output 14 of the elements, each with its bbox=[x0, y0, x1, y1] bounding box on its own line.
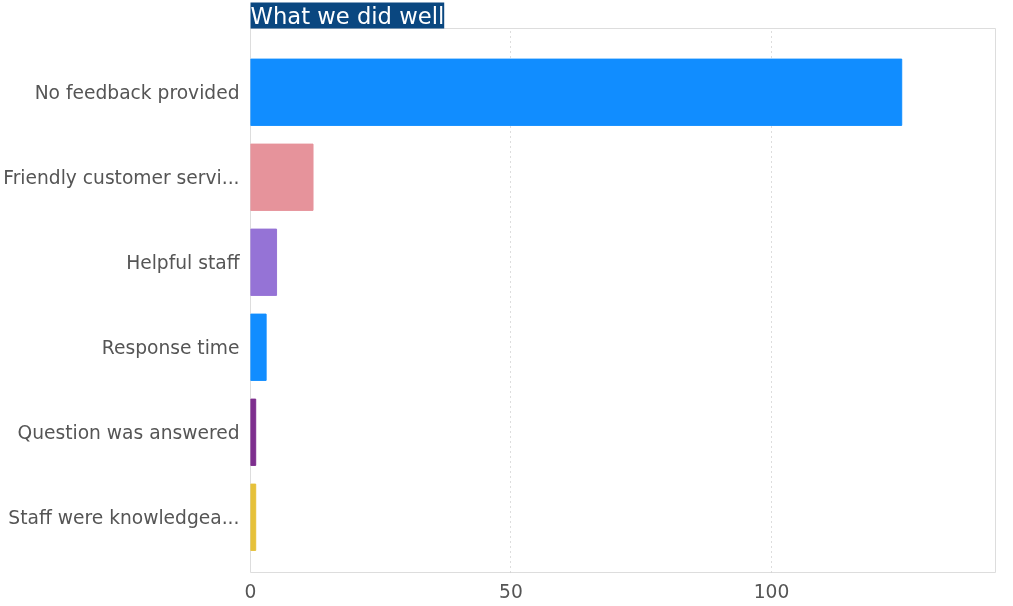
x-tick-label: 0 bbox=[244, 580, 257, 602]
bar bbox=[250, 143, 314, 211]
bar bbox=[250, 313, 267, 381]
bar bbox=[250, 228, 278, 296]
x-tick-label: 50 bbox=[499, 580, 523, 602]
y-tick-label: Question was answered bbox=[17, 421, 240, 443]
chart-title: What we did well bbox=[250, 2, 445, 29]
y-tick-label: Helpful staff bbox=[126, 251, 241, 273]
y-tick-label: No feedback provided bbox=[34, 81, 240, 103]
bar bbox=[250, 58, 903, 126]
y-tick-label: Friendly customer servi... bbox=[3, 166, 240, 188]
y-tick-label: Response time bbox=[101, 336, 240, 358]
y-tick-label: Staff were knowledgea... bbox=[8, 506, 240, 528]
x-tick-label: 100 bbox=[753, 580, 790, 602]
